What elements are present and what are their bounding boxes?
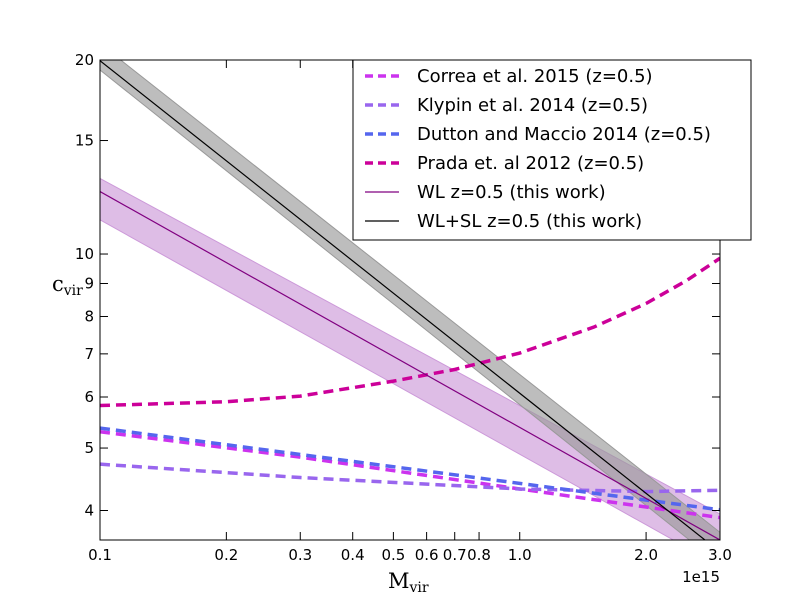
x-tick-label: 0.3	[288, 546, 312, 564]
legend: Correa et al. 2015 (z=0.5) Klypin et al. …	[352, 59, 752, 241]
series-4-uncertainty-band	[100, 177, 720, 540]
y-tick-label: 20	[75, 51, 94, 69]
x-axis-label: Mvir	[388, 569, 429, 596]
y-tick-label: 8	[84, 307, 94, 325]
series-3-line	[100, 256, 720, 408]
x-tick-label: 0.5	[381, 546, 405, 564]
legend-entry-label: WL z=0.5 (this work)	[417, 182, 606, 203]
x-tick-label: 1.0	[508, 546, 532, 564]
x-tick-label: 0.4	[341, 546, 365, 564]
legend-box	[352, 59, 752, 241]
y-tick-label: 9	[84, 275, 94, 293]
x-multiplier-label: 1e15	[682, 568, 720, 586]
legend-entry-label: Dutton and Maccio 2014 (z=0.5)	[417, 124, 711, 145]
y-tick-label: 7	[84, 345, 94, 363]
y-axis-label: cvir	[52, 272, 83, 299]
x-tick-label: 3.0	[708, 546, 732, 564]
y-tick-label: 5	[84, 439, 94, 457]
y-tick-label: 10	[75, 245, 94, 263]
y-tick-label: 15	[75, 132, 94, 150]
series-5-uncertainty-band	[100, 60, 720, 540]
legend-entry-label: Klypin et al. 2014 (z=0.5)	[417, 95, 648, 116]
series-5-line	[100, 60, 706, 540]
series-2-line	[100, 426, 720, 512]
x-tick-label: 0.2	[214, 546, 238, 564]
y-tick-label: 4	[84, 502, 94, 520]
x-tick-label: 0.1	[88, 546, 112, 564]
legend-entry-label: WL+SL z=0.5 (this work)	[417, 211, 642, 232]
x-tick-label: 0.6	[415, 546, 439, 564]
legend-entry-label: Prada et. al 2012 (z=0.5)	[417, 153, 644, 174]
series-4-line	[100, 191, 720, 540]
series-1-line	[100, 462, 720, 494]
series-0-line	[100, 429, 720, 520]
x-tick-label: 0.8	[467, 546, 491, 564]
legend-entry-label: Correa et al. 2015 (z=0.5)	[417, 66, 653, 87]
y-tick-label: 6	[84, 388, 94, 406]
x-tick-label: 0.7	[443, 546, 467, 564]
x-tick-label: 2.0	[634, 546, 658, 564]
